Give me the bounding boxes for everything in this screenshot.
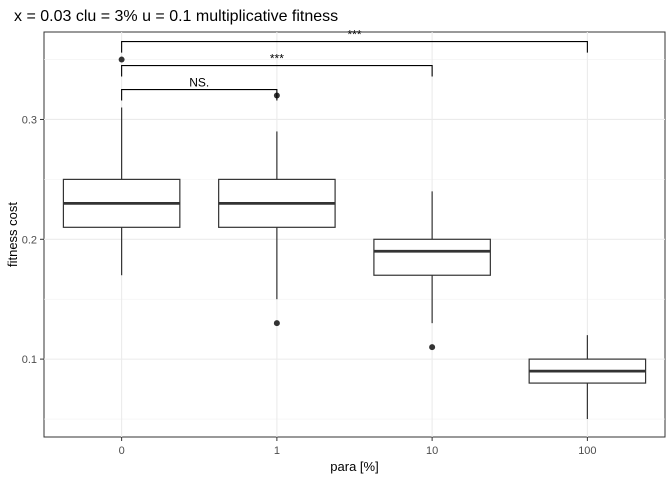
bracket-line [121,65,433,77]
x-tick-label: 0 [119,445,125,457]
y-tick-label: 0.3 [22,114,37,126]
box-body [373,238,491,276]
significance-label: *** [347,28,361,42]
bracket-line [121,41,588,53]
box-100 [528,335,647,420]
box-1 [218,92,336,327]
y-axis: 0.1 0.2 0.3 [22,114,44,366]
outlier-point [273,320,280,327]
box-10 [373,191,491,351]
significance-brackets: NS. *** *** [121,28,588,101]
x-axis: 0 1 10 100 [119,437,597,457]
significance-bracket: NS. [121,76,278,101]
outlier-point [429,344,436,351]
outlier-point [118,56,125,63]
boxes-layer [62,56,647,420]
x-tick-label: 1 [274,445,280,457]
y-tick-label: 0.1 [22,354,37,366]
significance-bracket: *** [121,28,588,53]
bracket-line [121,88,278,101]
x-tick-label: 100 [578,445,596,457]
chart-title: x = 0.03 clu = 3% u = 0.1 multiplicative… [14,8,338,25]
y-tick-label: 0.2 [22,234,37,246]
significance-label: NS. [189,76,209,90]
box-0 [62,56,181,276]
significance-bracket: *** [121,52,433,77]
x-axis-title: para [%] [330,459,378,474]
y-axis-title: fitness cost [5,202,20,267]
x-tick-label: 10 [426,445,438,457]
significance-label: *** [270,52,284,66]
